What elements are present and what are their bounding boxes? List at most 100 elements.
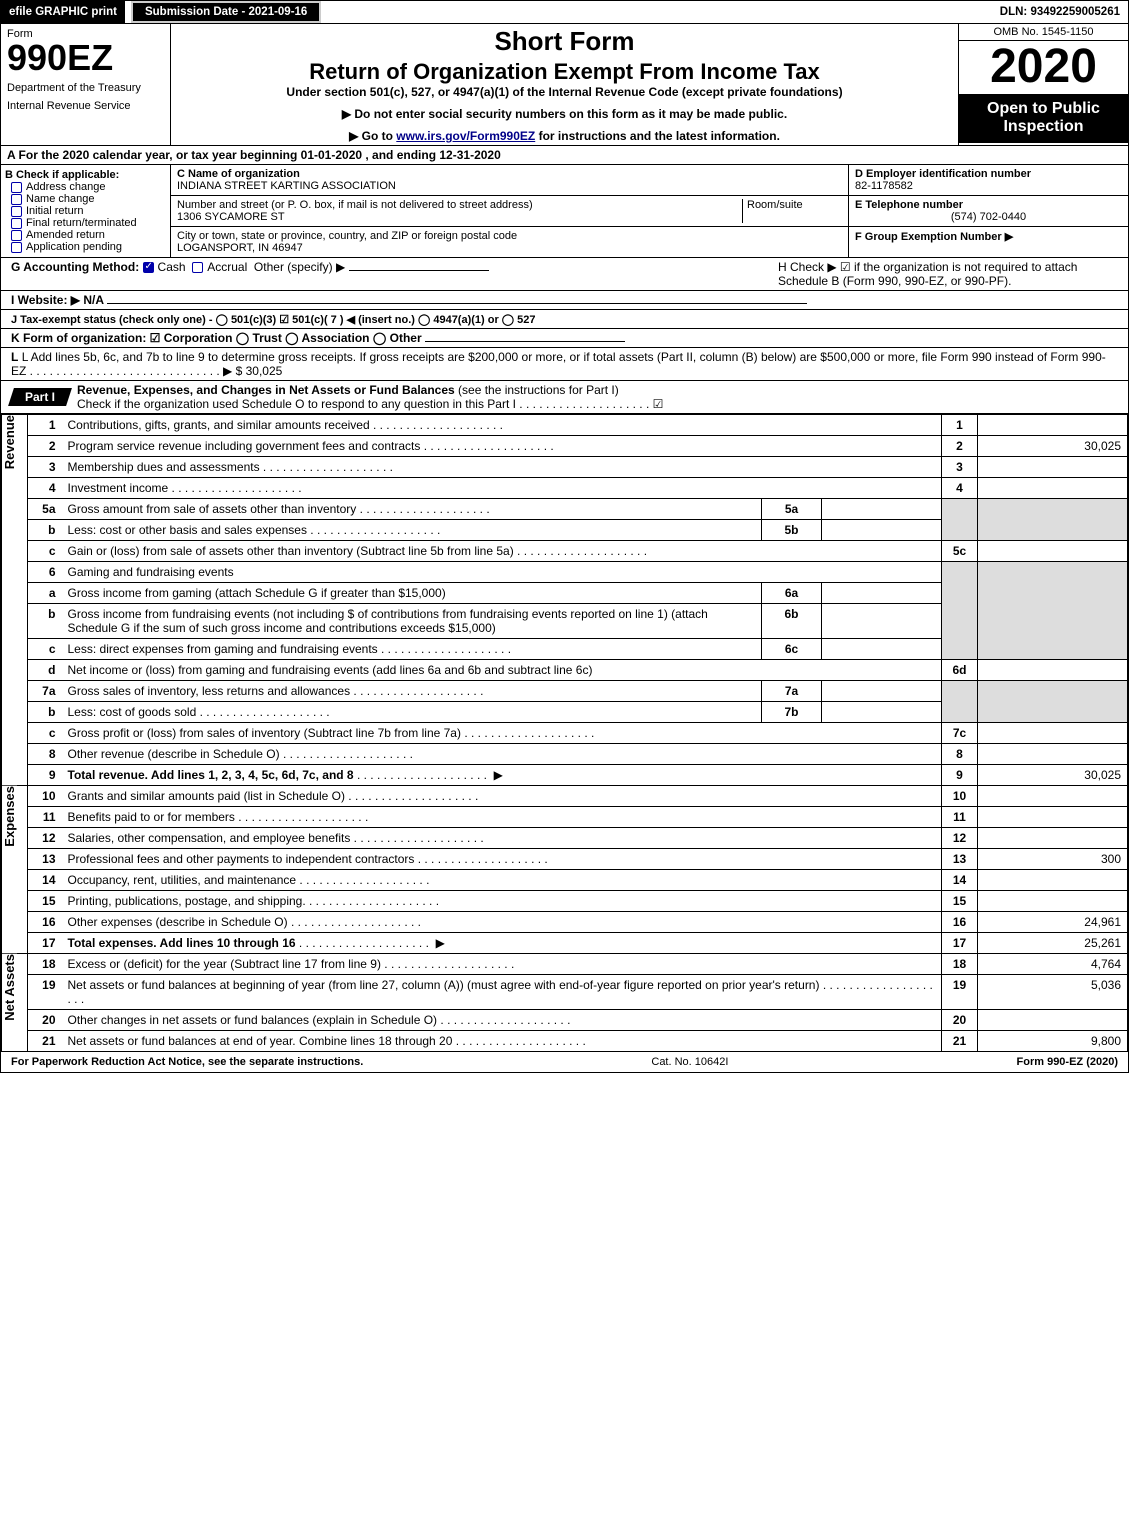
row-10: Expenses 10Grants and similar amounts pa…: [2, 786, 1128, 807]
group-exemption-row: F Group Exemption Number ▶: [849, 227, 1128, 257]
org-name-row: C Name of organization INDIANA STREET KA…: [171, 165, 848, 196]
other-specify: Other (specify) ▶: [254, 260, 345, 274]
row-7c: cGross profit or (loss) from sales of in…: [2, 723, 1128, 744]
row-18: Net Assets 18Excess or (deficit) for the…: [2, 954, 1128, 975]
d-ein-label: D Employer identification number: [855, 168, 1122, 180]
open-to-public: Open to Public Inspection: [959, 94, 1128, 143]
chk-amended-return[interactable]: Amended return: [11, 229, 166, 241]
form-page: efile GRAPHIC print Submission Date - 20…: [0, 0, 1129, 1073]
net-assets-vlabel: Net Assets: [2, 954, 28, 1052]
row-3: 3Membership dues and assessments 3: [2, 457, 1128, 478]
chk-application-pending[interactable]: Application pending: [11, 241, 166, 253]
efile-button[interactable]: efile GRAPHIC print: [1, 1, 125, 23]
title-sub: Under section 501(c), 527, or 4947(a)(1)…: [177, 85, 952, 99]
chk-final-return[interactable]: Final return/terminated: [11, 217, 166, 229]
row-4: 4Investment income 4: [2, 478, 1128, 499]
row-6d: dNet income or (loss) from gaming and fu…: [2, 660, 1128, 681]
instr-ssn: ▶ Do not enter social security numbers o…: [177, 107, 952, 121]
i-website-line: I Website: ▶ N/A: [1, 291, 1128, 310]
row-5a: 5aGross amount from sale of assets other…: [2, 499, 1128, 520]
row-11: 11Benefits paid to or for members11: [2, 807, 1128, 828]
chk-address-change[interactable]: Address change: [11, 181, 166, 193]
dept-irs: Internal Revenue Service: [7, 100, 164, 112]
addr-label: Number and street (or P. O. box, if mail…: [177, 199, 742, 211]
row-20: 20Other changes in net assets or fund ba…: [2, 1010, 1128, 1031]
row-19: 19Net assets or fund balances at beginni…: [2, 975, 1128, 1010]
instr-link-pre: ▶ Go to: [349, 129, 396, 143]
h-schedule-b: H Check ▶ ☑ if the organization is not r…: [778, 260, 1118, 288]
e-phone-value: (574) 702-0440: [855, 211, 1122, 223]
footer-left: For Paperwork Reduction Act Notice, see …: [11, 1056, 363, 1068]
row-8: 8Other revenue (describe in Schedule O) …: [2, 744, 1128, 765]
row-1: Revenue 1 Contributions, gifts, grants, …: [2, 415, 1128, 436]
footer-cat-no: Cat. No. 10642I: [363, 1056, 1016, 1068]
l-gross-receipts-line: L L Add lines 5b, 6c, and 7b to line 9 t…: [1, 348, 1128, 381]
col-b-header: B Check if applicable:: [5, 169, 166, 181]
year-cell: OMB No. 1545-1150 2020 Open to Public In…: [958, 24, 1128, 145]
city-label: City or town, state or province, country…: [177, 230, 517, 242]
expenses-vlabel: Expenses: [2, 786, 28, 954]
row-15: 15Printing, publications, postage, and s…: [2, 891, 1128, 912]
ein-row: D Employer identification number 82-1178…: [849, 165, 1128, 196]
d-ein-value: 82-1178582: [855, 180, 1122, 192]
top-bar: efile GRAPHIC print Submission Date - 20…: [1, 1, 1128, 24]
topbar-spacer: [321, 1, 991, 23]
g-accounting: G Accounting Method: Cash Accrual Other …: [11, 260, 778, 288]
revenue-vlabel: Revenue: [2, 415, 28, 786]
g-h-line: G Accounting Method: Cash Accrual Other …: [1, 258, 1128, 291]
address-row: Number and street (or P. O. box, if mail…: [171, 196, 848, 227]
chk-name-change[interactable]: Name change: [11, 193, 166, 205]
instr-link-row: ▶ Go to www.irs.gov/Form990EZ for instru…: [177, 129, 952, 143]
part1-title: Revenue, Expenses, and Changes in Net As…: [69, 381, 671, 413]
dln-label: DLN: 93492259005261: [992, 1, 1128, 23]
submission-date-pill: Submission Date - 2021-09-16: [131, 1, 321, 23]
phone-row: E Telephone number (574) 702-0440: [849, 196, 1128, 227]
row-13: 13Professional fees and other payments t…: [2, 849, 1128, 870]
addr-value: 1306 SYCAMORE ST: [177, 211, 742, 223]
part1-tab: Part I: [8, 388, 72, 406]
dept-treasury: Department of the Treasury: [7, 82, 164, 94]
title-cell: Short Form Return of Organization Exempt…: [171, 24, 958, 145]
instr-link-post: for instructions and the latest informat…: [535, 129, 780, 143]
chk-cash[interactable]: [143, 262, 154, 273]
title-short: Short Form: [177, 26, 952, 57]
efile-label: efile GRAPHIC print: [9, 6, 117, 18]
section-a-tax-year: A For the 2020 calendar year, or tax yea…: [1, 145, 1128, 165]
k-org-form-line: K Form of organization: ☑ Corporation ◯ …: [1, 329, 1128, 348]
row-5c: cGain or (loss) from sale of assets othe…: [2, 541, 1128, 562]
e-phone-label: E Telephone number: [855, 199, 1122, 211]
org-name: INDIANA STREET KARTING ASSOCIATION: [177, 180, 396, 192]
irs-link[interactable]: www.irs.gov/Form990EZ: [396, 129, 535, 143]
row-16: 16Other expenses (describe in Schedule O…: [2, 912, 1128, 933]
form-id-cell: Form 990EZ Department of the Treasury In…: [1, 24, 171, 145]
col-right: D Employer identification number 82-1178…: [848, 165, 1128, 257]
form-number: 990EZ: [7, 40, 164, 76]
chk-initial-return[interactable]: Initial return: [11, 205, 166, 217]
row-2: 2Program service revenue including gover…: [2, 436, 1128, 457]
row-9: 9Total revenue. Add lines 1, 2, 3, 4, 5c…: [2, 765, 1128, 786]
title-main: Return of Organization Exempt From Incom…: [177, 59, 952, 85]
city-value: LOGANSPORT, IN 46947: [177, 242, 517, 254]
col-mid: C Name of organization INDIANA STREET KA…: [171, 165, 848, 257]
c-label: C Name of organization: [177, 168, 396, 180]
tax-year: 2020: [959, 41, 1128, 94]
info-grid: B Check if applicable: Address change Na…: [1, 165, 1128, 258]
row-14: 14Occupancy, rent, utilities, and mainte…: [2, 870, 1128, 891]
header-row: Form 990EZ Department of the Treasury In…: [1, 24, 1128, 145]
footer-form-id: Form 990-EZ (2020): [1017, 1056, 1118, 1068]
j-tax-exempt-line: J Tax-exempt status (check only one) - ◯…: [1, 310, 1128, 329]
row-12: 12Salaries, other compensation, and empl…: [2, 828, 1128, 849]
room-suite-label: Room/suite: [742, 199, 842, 223]
row-17: 17Total expenses. Add lines 10 through 1…: [2, 933, 1128, 954]
part1-table: Revenue 1 Contributions, gifts, grants, …: [1, 414, 1128, 1052]
row-6: 6Gaming and fundraising events: [2, 562, 1128, 583]
f-group-label: F Group Exemption Number ▶: [855, 230, 1122, 243]
page-footer: For Paperwork Reduction Act Notice, see …: [1, 1052, 1128, 1072]
row-7a: 7aGross sales of inventory, less returns…: [2, 681, 1128, 702]
city-row: City or town, state or province, country…: [171, 227, 848, 257]
col-b-checkboxes: B Check if applicable: Address change Na…: [1, 165, 171, 257]
chk-accrual[interactable]: [192, 262, 203, 273]
omb-number: OMB No. 1545-1150: [959, 24, 1128, 41]
submission-label: Submission Date - 2021-09-16: [145, 6, 307, 18]
row-21: 21Net assets or fund balances at end of …: [2, 1031, 1128, 1052]
